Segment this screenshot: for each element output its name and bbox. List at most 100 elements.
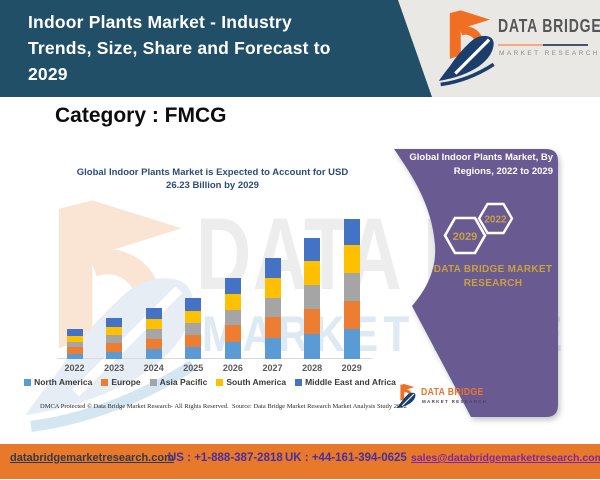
segment-europe — [185, 334, 202, 348]
chart-legend: North America Europe Asia Pacific South Ame… — [24, 377, 396, 387]
x-label-2023: 2023 — [104, 363, 125, 373]
segment-europe — [145, 338, 162, 350]
x-label-2027: 2027 — [262, 363, 283, 373]
segment-south-america — [106, 326, 123, 336]
legend-swatch — [216, 379, 224, 386]
x-axis-line — [57, 358, 372, 359]
segment-europe — [66, 347, 83, 354]
chart-title-line1: Global Indoor Plants Market is Expected … — [76, 167, 349, 178]
legend-item-north-america: North America — [24, 377, 92, 387]
header-banner — [0, 0, 432, 97]
category-heading: Category : FMCG — [55, 104, 227, 127]
x-label-2022: 2022 — [64, 363, 85, 373]
legend-label: Middle East and Africa — [305, 377, 396, 387]
segment-asia-pacific — [185, 322, 202, 335]
legend-swatch — [101, 379, 109, 386]
panel-mini-logo-name: DATA BRIDGE — [421, 386, 484, 398]
segment-south-america — [185, 310, 202, 323]
legend-label: Asia Pacific — [159, 377, 208, 387]
segment-south-america — [66, 336, 83, 342]
panel-mini-logo-subtitle: MARKET RESEARCH — [422, 399, 488, 404]
segment-middle-east-and-africa — [106, 317, 123, 327]
databridge-logo-icon — [438, 10, 495, 87]
x-label-2025: 2025 — [183, 363, 204, 373]
website-link[interactable]: databridgemarketresearch.com — [10, 452, 174, 464]
panel-brand-line2: RESEARCH — [463, 278, 523, 289]
bar-2023 — [106, 317, 123, 359]
legend-swatch — [149, 379, 157, 386]
legend-swatch — [24, 379, 32, 386]
bar-2022 — [66, 329, 83, 359]
legend-item-asia-pacific: Asia Pacific — [149, 377, 208, 387]
footer-bar — [0, 444, 600, 479]
panel-brand-text: DATA BRIDGE MARKET RESEARCH — [423, 263, 563, 291]
email-link[interactable]: sales@databridgemarketresearch.com — [411, 452, 600, 464]
chart-title: Global Indoor Plants Market is Expected … — [40, 166, 385, 192]
bar-2024 — [145, 308, 162, 359]
hexagon-2029 — [443, 216, 487, 255]
page-title-line1: Indoor Plants Market - Industry — [28, 12, 292, 32]
hexagon-2022 — [477, 202, 514, 235]
us-phone: US : +1-888-387-2818 — [168, 452, 283, 464]
segment-middle-east-and-africa — [304, 237, 321, 262]
segment-north-america — [185, 347, 202, 359]
segment-south-america — [343, 245, 360, 274]
legend-swatch — [295, 379, 303, 386]
segment-north-america — [106, 351, 123, 359]
segment-south-america — [304, 261, 321, 286]
segment-north-america — [145, 349, 162, 359]
hexagon-2029-label: 2029 — [453, 231, 477, 243]
segment-asia-pacific — [66, 341, 83, 348]
segment-asia-pacific — [145, 329, 162, 339]
segment-asia-pacific — [264, 298, 281, 318]
panel-title-line2: Regions, 2022 to 2029 — [453, 166, 553, 177]
x-label-2024: 2024 — [143, 363, 164, 373]
segment-asia-pacific — [106, 335, 123, 343]
panel-title-line1: Global Indoor Plants Market, By — [409, 152, 553, 163]
segment-south-america — [224, 293, 241, 310]
logo-rule-orange — [498, 44, 543, 46]
bar-2025 — [185, 298, 202, 359]
dmca-note: DMCA Protected © Data Bridge Market Rese… — [40, 403, 229, 410]
source-note: Source: Data Bridge Market Research Mark… — [232, 403, 407, 410]
logo-rule-blue — [543, 44, 588, 46]
databridge-logo-name: DATA BRIDGE — [498, 16, 600, 36]
segment-asia-pacific — [224, 309, 241, 326]
segment-south-america — [264, 277, 281, 299]
uk-phone: UK : +44-161-394-0625 — [285, 452, 407, 464]
segment-europe — [304, 308, 321, 334]
bar-2027 — [264, 258, 281, 359]
segment-middle-east-and-africa — [224, 277, 241, 294]
segment-north-america — [264, 338, 281, 359]
panel-mini-logo-icon — [396, 383, 416, 409]
x-label-2026: 2026 — [222, 363, 243, 373]
segment-europe — [264, 317, 281, 339]
segment-north-america — [224, 342, 241, 359]
segment-europe — [343, 300, 360, 330]
segment-north-america — [343, 329, 360, 359]
segment-middle-east-and-africa — [264, 258, 281, 278]
x-label-2029: 2029 — [341, 363, 362, 373]
chart-title-line2: 26.23 Billion by 2029 — [166, 180, 259, 191]
legend-item-middle-east-and-africa: Middle East and Africa — [295, 377, 396, 387]
legend-item-south-america: South America — [216, 377, 286, 387]
page-title-line3: 2029 — [28, 64, 68, 84]
segment-middle-east-and-africa — [185, 298, 202, 311]
segment-asia-pacific — [343, 273, 360, 301]
legend-label: South America — [226, 377, 287, 387]
segment-asia-pacific — [304, 285, 321, 309]
bar-2028 — [304, 237, 321, 359]
segment-south-america — [145, 319, 162, 330]
segment-europe — [224, 325, 241, 343]
segment-europe — [106, 342, 123, 352]
legend-item-europe: Europe — [101, 377, 141, 387]
panel-brand-line1: DATA BRIDGE MARKET — [433, 264, 553, 275]
segment-middle-east-and-africa — [66, 329, 83, 337]
segment-middle-east-and-africa — [343, 219, 360, 246]
x-label-2028: 2028 — [302, 363, 323, 373]
legend-label: North America — [34, 377, 93, 387]
databridge-logo-subtitle: MARKET RESEARCH — [499, 50, 600, 57]
segment-north-america — [304, 333, 321, 359]
panel-title: Global Indoor Plants Market, By Regions,… — [400, 151, 553, 179]
